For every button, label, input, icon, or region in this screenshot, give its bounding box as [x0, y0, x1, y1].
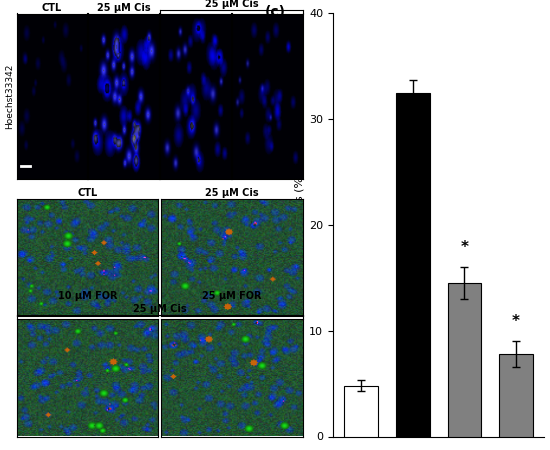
- Title: CTL: CTL: [77, 188, 97, 198]
- Bar: [396, 93, 430, 436]
- Title: 25 μM Cis: 25 μM Cis: [97, 3, 151, 13]
- Title: 10 μM FOR: 10 μM FOR: [58, 292, 117, 302]
- Text: *: *: [512, 314, 520, 328]
- Bar: [344, 386, 378, 436]
- Title: 25 μM Cis: 25 μM Cis: [205, 188, 259, 198]
- Bar: [448, 283, 481, 436]
- Y-axis label: Hoechst33342: Hoechst33342: [5, 63, 14, 129]
- Title: 25 μM FOR: 25 μM FOR: [202, 292, 262, 302]
- Text: 25 μM Cis: 25 μM Cis: [205, 0, 258, 9]
- Title: CTL: CTL: [42, 3, 62, 13]
- Y-axis label: Apoptotic cells (%): Apoptotic cells (%): [295, 173, 305, 277]
- Text: (c): (c): [265, 5, 286, 19]
- Text: 25 μM Cis: 25 μM Cis: [133, 304, 186, 314]
- Text: *: *: [460, 239, 469, 255]
- Bar: [499, 354, 533, 436]
